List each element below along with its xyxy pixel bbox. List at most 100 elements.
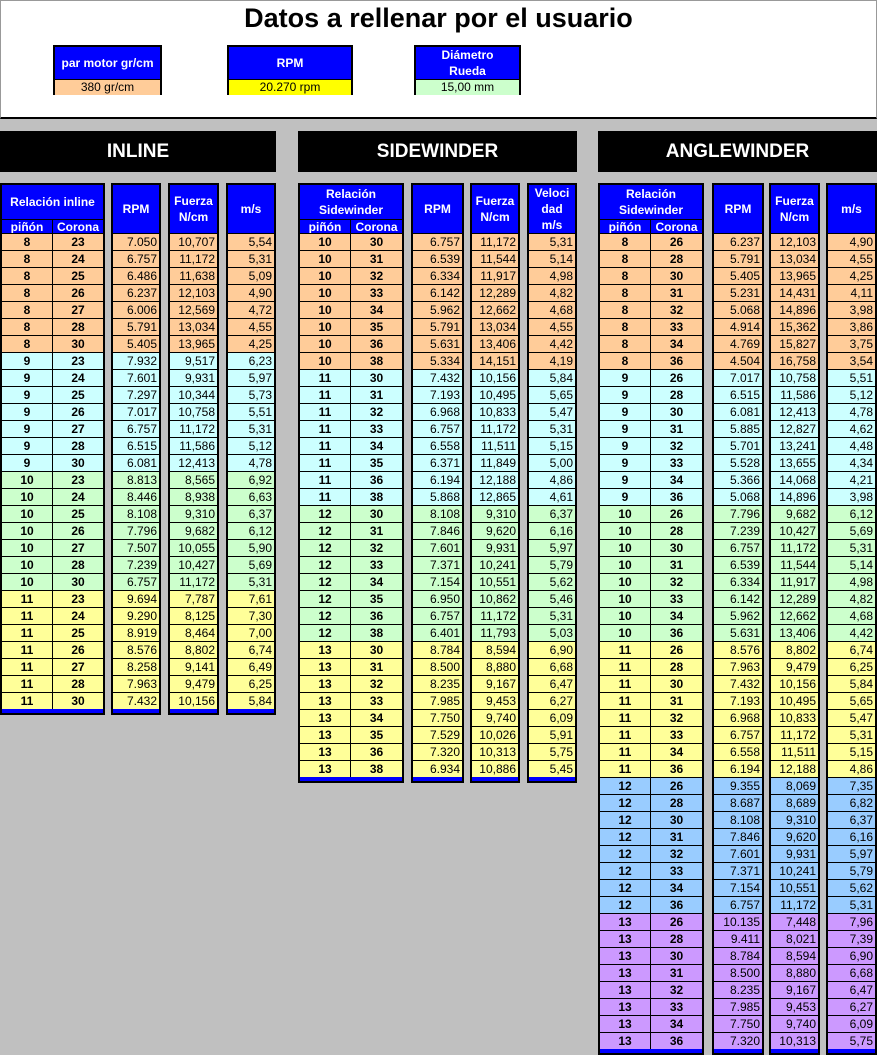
force-cell: 13,241 [771, 437, 818, 454]
torque-input[interactable]: 380 gr/cm [55, 80, 160, 95]
pinion-cell: 10 [2, 505, 53, 522]
speed-cell: 3,75 [828, 335, 875, 352]
speed-cell: 4,62 [828, 420, 875, 437]
crown-cell: 32 [351, 403, 402, 420]
force-cell: 11,917 [472, 267, 518, 284]
force-cell: 11,172 [170, 420, 217, 437]
rpm-cell: 7.154 [413, 573, 462, 590]
pinion-cell: 13 [600, 913, 651, 930]
force-cell: 14,431 [771, 284, 818, 301]
pinion-cell: 10 [600, 505, 651, 522]
rpm-cell: 4.504 [714, 352, 762, 369]
crown-cell: 34 [651, 471, 702, 488]
force-cell: 9,931 [170, 369, 217, 386]
rpm-cell: 6.757 [714, 726, 762, 743]
pinion-cell: 11 [300, 437, 351, 454]
rpm-cell: 7.846 [714, 828, 762, 845]
torque-label: par motor gr/cm [55, 47, 160, 80]
force-cell: 9,931 [771, 845, 818, 862]
inline-relation-column: Relación inline piñón Corona 8 23 8 24 8 25 8 26 8 2… [0, 183, 105, 715]
pinion-cell: 11 [300, 420, 351, 437]
crown-cell: 24 [53, 369, 103, 386]
crown-cell: 35 [351, 318, 402, 335]
rpm-cell: 5.701 [714, 437, 762, 454]
speed-header: Veloci dad m/s [534, 186, 570, 232]
force-cell: 12,413 [170, 454, 217, 471]
crown-cell: 36 [651, 352, 702, 369]
force-cell: 13,034 [170, 318, 217, 335]
crown-cell: 34 [351, 573, 402, 590]
crown-cell: 24 [53, 607, 103, 624]
crown-cell: 38 [351, 352, 402, 369]
pinion-cell: 8 [600, 335, 651, 352]
speed-cell: 7,35 [828, 777, 875, 794]
speed-cell: 5,84 [529, 369, 575, 386]
force-cell: 9,310 [771, 811, 818, 828]
rpm-cell: 7.601 [714, 845, 762, 862]
wheel-diameter-label: Diámetro Rueda [416, 47, 519, 80]
rpm-cell: 6.081 [714, 403, 762, 420]
rpm-cell: 6.539 [714, 556, 762, 573]
force-cell: 12,289 [472, 284, 518, 301]
crown-cell: 31 [651, 692, 702, 709]
force-cell: 13,406 [472, 335, 518, 352]
pinion-cell: 13 [600, 947, 651, 964]
rpm-cell: 6.515 [113, 437, 159, 454]
speed-cell: 5,31 [228, 420, 274, 437]
pinion-cell: 12 [300, 624, 351, 641]
speed-cell: 4,42 [828, 624, 875, 641]
rpm-input[interactable]: 20.270 rpm [229, 80, 351, 95]
crown-cell: 34 [651, 607, 702, 624]
crown-cell: 34 [651, 879, 702, 896]
speed-cell: 5,84 [828, 675, 875, 692]
force-cell: 8,464 [170, 624, 217, 641]
pinion-cell: 10 [600, 522, 651, 539]
pinion-cell: 8 [600, 267, 651, 284]
crown-cell: 25 [53, 624, 103, 641]
pinion-cell: 10 [300, 267, 351, 284]
speed-cell: 5,51 [828, 369, 875, 386]
crown-cell: 34 [651, 1015, 702, 1032]
crown-cell: 27 [53, 539, 103, 556]
crown-cell: 28 [651, 250, 702, 267]
speed-cell: 3,86 [828, 318, 875, 335]
force-cell: 11,172 [771, 726, 818, 743]
force-cell: 9,310 [472, 505, 518, 522]
force-cell: 11,172 [472, 233, 518, 250]
pinion-cell: 11 [2, 624, 53, 641]
rpm-cell: 6.081 [113, 454, 159, 471]
pinion-cell: 9 [600, 437, 651, 454]
force-cell: 9,931 [472, 539, 518, 556]
pinion-cell: 10 [600, 590, 651, 607]
relation-header: Relación Sidewinder [618, 187, 683, 217]
rpm-cell: 9.411 [714, 930, 762, 947]
force-cell: 9,682 [771, 505, 818, 522]
crown-cell: 32 [651, 981, 702, 998]
rpm-cell: 8.687 [714, 794, 762, 811]
force-cell: 8,880 [472, 658, 518, 675]
pinion-cell: 12 [600, 794, 651, 811]
crown-cell: 30 [651, 675, 702, 692]
rpm-cell: 5.631 [714, 624, 762, 641]
speed-cell: 4,78 [228, 454, 274, 471]
rpm-cell: 6.486 [113, 267, 159, 284]
pinion-cell: 8 [600, 318, 651, 335]
force-cell: 12,413 [771, 403, 818, 420]
speed-cell: 4,55 [828, 250, 875, 267]
pinion-cell: 8 [2, 250, 53, 267]
force-cell: 8,069 [771, 777, 818, 794]
force-cell: 8,938 [170, 488, 217, 505]
speed-cell: 5,31 [828, 539, 875, 556]
force-cell: 12,188 [472, 471, 518, 488]
force-cell: 10,886 [472, 760, 518, 777]
rpm-cell: 6.934 [413, 760, 462, 777]
crown-cell: 32 [651, 709, 702, 726]
crown-cell: 26 [651, 641, 702, 658]
force-cell: 10,156 [771, 675, 818, 692]
wheel-diameter-input[interactable]: 15,00 mm [416, 80, 519, 95]
crown-cell: 33 [651, 590, 702, 607]
crown-cell: 27 [53, 301, 103, 318]
rpm-cell: 5.962 [714, 607, 762, 624]
rpm-cell: 5.528 [714, 454, 762, 471]
pinion-cell: 8 [2, 267, 53, 284]
